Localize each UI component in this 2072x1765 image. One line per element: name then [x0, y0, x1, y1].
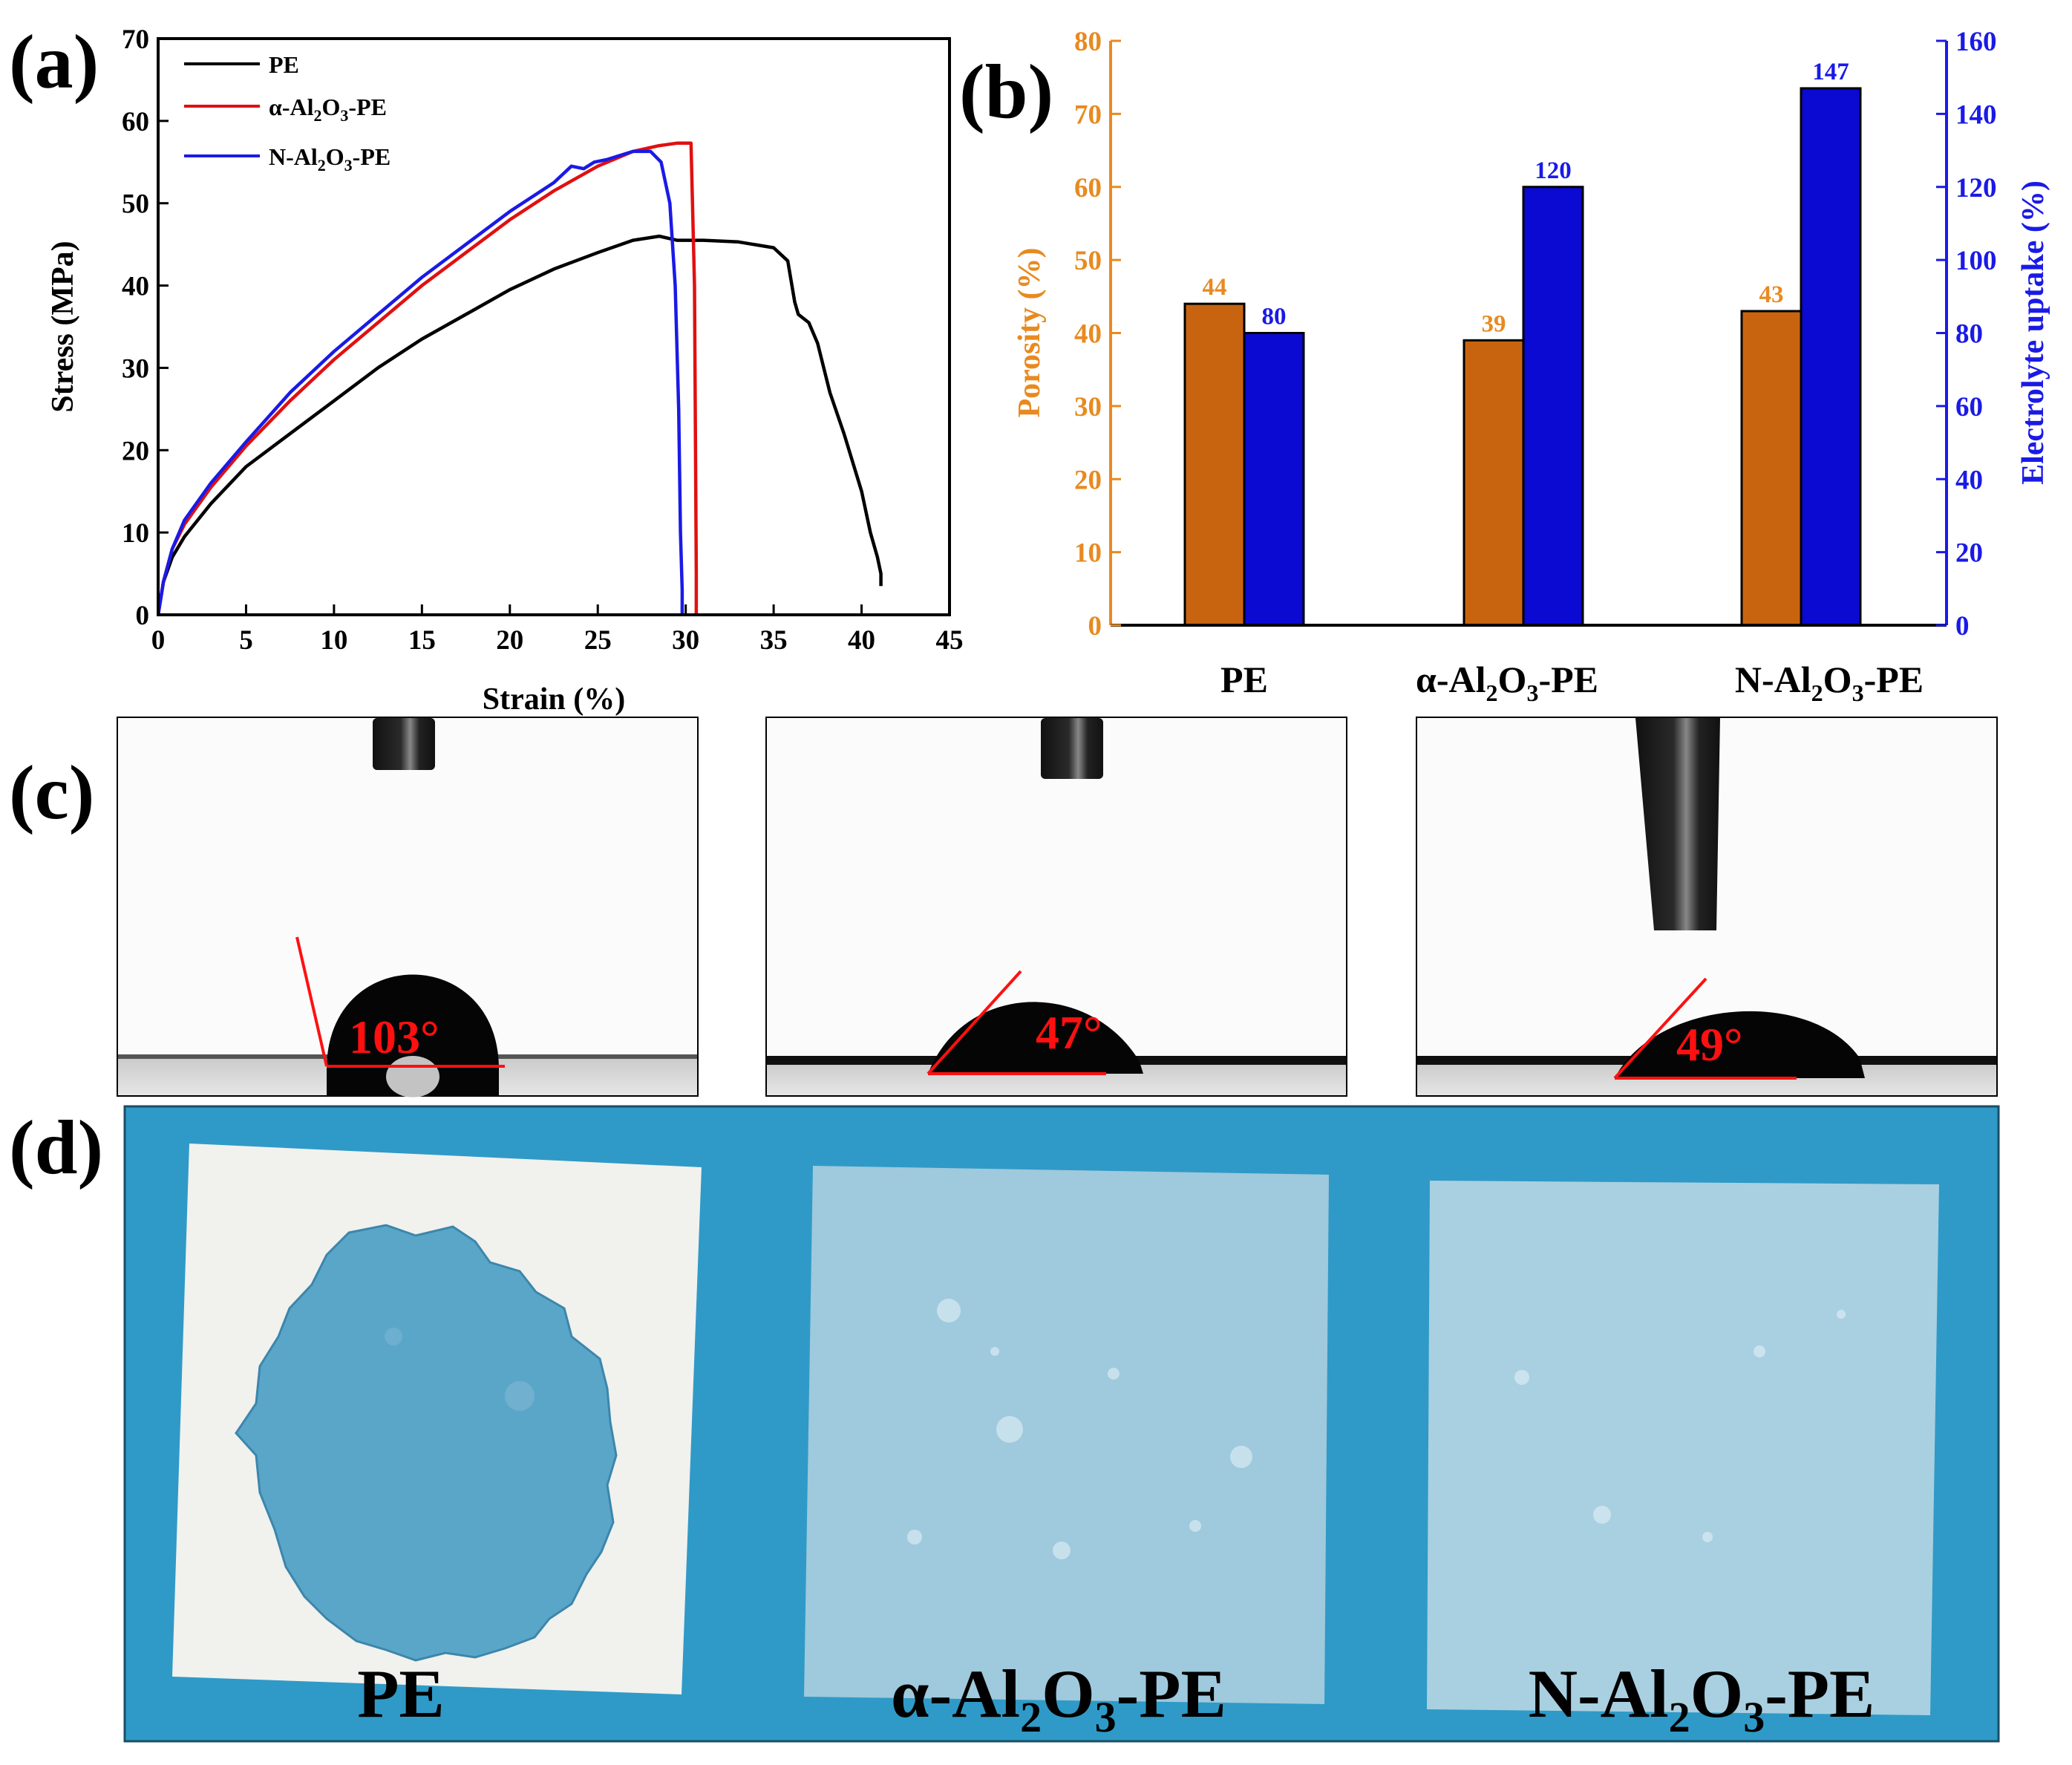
right-tick-label: 100	[1955, 246, 1997, 276]
needle	[1635, 718, 1720, 930]
y-tick-label: 0	[136, 601, 150, 631]
contact-angle-image-pe: 103°	[117, 717, 699, 1097]
series-line-alpha	[158, 141, 699, 615]
legend-label-pe: PE	[269, 51, 299, 78]
contact-angle-label-pe: 103°	[349, 1011, 439, 1063]
series-line-pe	[158, 234, 883, 615]
x-tick-label: 25	[584, 625, 612, 656]
series-line-n	[158, 149, 684, 615]
right-tick-label: 60	[1955, 392, 1983, 423]
plot-frame-a	[157, 37, 951, 616]
left-tick-label: 40	[1074, 319, 1102, 350]
tangent-line	[926, 970, 1022, 1075]
photo-label-pe: PE	[357, 1656, 445, 1732]
right-axis-title-b: Electrolyte uptake (%)	[2016, 180, 2050, 485]
right-tick-label: 80	[1955, 319, 1983, 350]
category-label-alpha: α-Al2O3-PE	[1416, 659, 1598, 706]
tangent-line	[1613, 977, 1707, 1080]
right-tick-label: 20	[1955, 538, 1983, 569]
right-tick-label: 40	[1955, 465, 1983, 495]
bar-value-label: 39	[1482, 310, 1506, 337]
y-tick-label: 60	[122, 107, 149, 137]
right-tick-label: 140	[1955, 99, 1997, 130]
left-tick-label: 0	[1088, 611, 1102, 642]
bar-porosity	[1740, 310, 1803, 627]
panel-label-b: (b)	[959, 49, 1053, 134]
stress-strain-chart: 0 5 10 15 20 25 30 35 40 45 0 10 20 30 40 50 60 70 Strain…	[46, 25, 964, 717]
right-tick-label: 120	[1955, 173, 1997, 203]
photo-label-alpha: α-Al2O3-PE	[891, 1656, 1226, 1741]
bar-value-label: 43	[1759, 281, 1784, 308]
pe-wetted-area	[235, 1224, 618, 1662]
y-axis-title-a: Stress (MPa)	[46, 241, 80, 412]
needle	[373, 718, 435, 770]
x-tick-label: 5	[239, 625, 253, 656]
x-tick-label: 10	[320, 625, 347, 656]
left-tick-label: 60	[1074, 173, 1102, 203]
left-tick-label: 50	[1074, 246, 1102, 276]
separator-photo: PE α-Al2O3-PE N-Al2O3-PE	[123, 1105, 2000, 1743]
legend-label-n: N-Al2O3-PE	[269, 143, 390, 174]
right-tick-label: 0	[1955, 611, 1970, 642]
contact-angle-label-alpha: 47°	[1036, 1006, 1102, 1059]
needle	[1041, 718, 1103, 779]
x-tick-label: 0	[151, 625, 166, 656]
x-tick-label: 15	[408, 625, 436, 656]
porosity-uptake-chart: 44 39 43 80 120 147 0 10 20 30 40 50 60 70 80 0 20 40 60 8…	[1013, 27, 2050, 706]
left-tick-label: 80	[1074, 27, 1102, 57]
y-tick-label: 70	[122, 25, 149, 55]
alpha-sheet	[804, 1166, 1329, 1704]
photo-label-n: N-Al2O3-PE	[1529, 1656, 1875, 1741]
contact-angle-label-n: 49°	[1676, 1018, 1743, 1071]
left-tick-label: 30	[1074, 392, 1102, 423]
droplet	[928, 1002, 1143, 1074]
x-tick-label: 30	[672, 625, 699, 656]
y-tick-label: 50	[122, 189, 149, 220]
x-tick-label: 20	[496, 625, 523, 656]
x-tick-label: 35	[760, 625, 788, 656]
category-label-n: N-Al2O3-PE	[1735, 659, 1924, 706]
left-tick-label: 10	[1074, 538, 1102, 569]
bar-value-label: 80	[1262, 304, 1287, 330]
y-tick-label: 40	[122, 272, 149, 302]
y-tick-label: 20	[122, 436, 149, 466]
n-sheet	[1427, 1181, 1939, 1715]
legend-a: PE α-Al2O3-PE N-Al2O3-PE	[184, 51, 390, 174]
y-tick-label: 30	[122, 353, 149, 384]
droplet	[1615, 1011, 1865, 1078]
bar-porosity	[1183, 302, 1246, 627]
left-axis-title-b: Porosity (%)	[1013, 247, 1047, 417]
panel-label-c: (c)	[9, 750, 94, 835]
x-tick-label: 45	[936, 625, 964, 656]
bar-uptake	[1522, 186, 1584, 627]
bar-uptake	[1800, 87, 1862, 627]
right-tick-label: 160	[1955, 27, 1997, 57]
panel-label-d: (d)	[9, 1105, 103, 1190]
panel-label-a: (a)	[9, 19, 99, 105]
contact-angle-image-n: 49°	[1416, 717, 1998, 1097]
x-axis-title-a: Strain (%)	[483, 682, 626, 717]
left-tick-label: 20	[1074, 465, 1102, 495]
tangent-line	[295, 936, 328, 1067]
y-tick-label: 10	[122, 518, 149, 549]
bar-value-label: 147	[1812, 59, 1849, 85]
contact-angle-image-alpha: 47°	[765, 717, 1347, 1097]
bar-uptake	[1243, 332, 1305, 627]
left-tick-label: 70	[1074, 99, 1102, 130]
bar-value-label: 120	[1535, 157, 1572, 184]
legend-label-alpha: α-Al2O3-PE	[269, 94, 387, 125]
x-tick-label: 40	[848, 625, 875, 656]
bar-value-label: 44	[1203, 274, 1227, 301]
bar-porosity	[1463, 339, 1525, 627]
category-label-pe: PE	[1220, 659, 1268, 700]
